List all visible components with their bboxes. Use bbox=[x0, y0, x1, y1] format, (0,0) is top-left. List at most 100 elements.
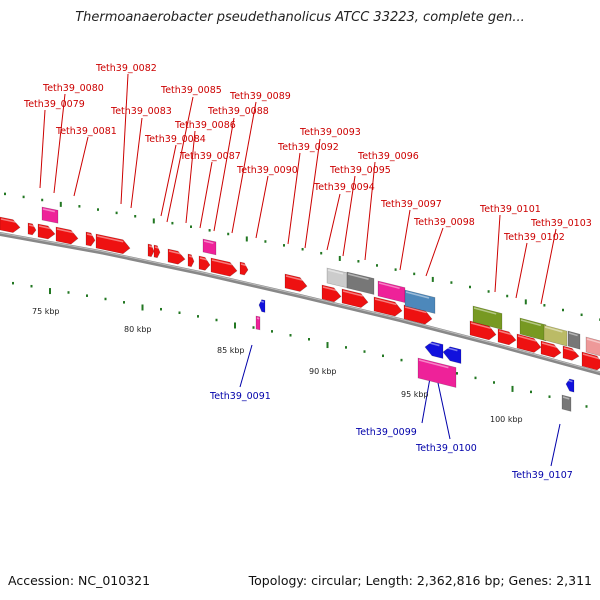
gene-label: Teth39_0094 bbox=[313, 182, 375, 193]
gene-feature bbox=[284, 273, 308, 292]
gene-highlight bbox=[443, 346, 458, 352]
gene-label: Teth39_0096 bbox=[357, 151, 419, 162]
gene-label: Teth39_0090 bbox=[236, 165, 298, 176]
tick-label-100kbp: 100 kbp bbox=[490, 415, 523, 424]
gene-highlight bbox=[148, 245, 153, 248]
gene-feature bbox=[239, 261, 249, 276]
gene-feature bbox=[585, 336, 600, 357]
tick-mark bbox=[152, 218, 155, 224]
gene-highlight bbox=[0, 218, 17, 223]
tick-mark bbox=[197, 315, 199, 318]
gene-highlight bbox=[517, 335, 537, 342]
gene-feature bbox=[346, 271, 375, 295]
tick-mark bbox=[326, 342, 329, 349]
gene-feature bbox=[0, 216, 21, 233]
backbone-highlight bbox=[0, 232, 600, 373]
tick-mark bbox=[160, 307, 162, 311]
gene-feature bbox=[373, 296, 403, 317]
gene-label: Teth39_0087 bbox=[179, 151, 241, 162]
callout-line bbox=[130, 117, 143, 209]
gene-highlight bbox=[498, 330, 513, 336]
gene-label: Teth39_0082 bbox=[95, 63, 157, 74]
gene-highlight bbox=[240, 263, 247, 267]
tick-mark bbox=[289, 334, 292, 337]
gene-feature bbox=[540, 340, 562, 358]
callout-line bbox=[166, 96, 194, 223]
callout-line bbox=[437, 382, 451, 440]
tick-mark bbox=[171, 221, 174, 225]
callout-line bbox=[540, 228, 557, 305]
tick-mark bbox=[252, 326, 255, 329]
tick-mark bbox=[264, 240, 267, 243]
gene-feature bbox=[561, 394, 572, 412]
tick-mark bbox=[493, 381, 495, 384]
tick-label-90kbp: 90 kbp bbox=[309, 367, 337, 376]
tick-mark bbox=[190, 225, 192, 228]
tick-mark bbox=[78, 205, 81, 208]
tick-mark bbox=[49, 288, 51, 295]
gene-label: Teth39_0080 bbox=[42, 83, 104, 94]
gene-highlight bbox=[96, 235, 124, 243]
gene-feature bbox=[565, 378, 575, 393]
gene-feature bbox=[321, 284, 342, 303]
callout-line bbox=[425, 227, 444, 277]
gene-highlight bbox=[211, 259, 232, 266]
tick-mark bbox=[548, 395, 551, 398]
callout-line bbox=[53, 93, 66, 194]
tick-mark bbox=[345, 346, 347, 349]
gene-highlight bbox=[342, 290, 363, 297]
gene-feature bbox=[202, 238, 217, 256]
callout-line bbox=[494, 214, 501, 293]
gene-feature bbox=[543, 324, 568, 347]
label-callouts bbox=[39, 73, 561, 467]
tick-mark bbox=[104, 297, 107, 301]
gene-label: Teth39_0097 bbox=[380, 199, 442, 210]
tick-mark bbox=[562, 308, 564, 312]
tick-mark bbox=[530, 390, 532, 394]
gene-highlight bbox=[418, 359, 449, 369]
gene-highlight bbox=[544, 326, 563, 333]
gene-label: Teth39_0102 bbox=[503, 232, 565, 243]
gene-highlight bbox=[562, 396, 570, 400]
gene-feature bbox=[198, 255, 211, 271]
gene-highlight bbox=[154, 246, 159, 249]
tick-mark bbox=[123, 301, 125, 304]
tick-mark bbox=[134, 215, 137, 218]
gene-highlight bbox=[404, 306, 427, 314]
tick-mark bbox=[12, 281, 14, 285]
gene-feature bbox=[562, 345, 580, 361]
callout-line bbox=[255, 175, 269, 239]
callout-line bbox=[421, 377, 431, 424]
gene-highlight bbox=[199, 257, 208, 261]
gene-highlight bbox=[566, 379, 573, 383]
gene-highlight bbox=[563, 347, 577, 353]
gene-highlight bbox=[56, 228, 74, 234]
tick-mark bbox=[363, 350, 366, 353]
gene-feature bbox=[497, 328, 517, 346]
tick-label-85kbp: 85 kbp bbox=[217, 346, 245, 355]
tick-mark bbox=[283, 244, 285, 247]
tick-mark bbox=[59, 201, 62, 207]
tick-mark bbox=[41, 198, 44, 202]
tick-mark bbox=[338, 255, 341, 261]
callout-line bbox=[287, 152, 301, 245]
gene-feature bbox=[147, 243, 155, 258]
tick-mark bbox=[141, 304, 144, 311]
tick-mark bbox=[382, 354, 384, 358]
gene-highlight bbox=[405, 291, 430, 299]
scale-labels: 75 kbp 80 kbp 85 kbp 90 kbp 95 kbp 100 k… bbox=[32, 307, 523, 424]
callout-line bbox=[364, 161, 376, 261]
tick-mark bbox=[22, 195, 25, 199]
gene-feature bbox=[167, 248, 186, 265]
gene-feature bbox=[516, 333, 542, 353]
tick-mark bbox=[394, 268, 397, 271]
tick-mark bbox=[543, 304, 546, 307]
callout-line bbox=[326, 193, 341, 251]
gene-feature bbox=[210, 257, 238, 277]
tick-mark bbox=[357, 260, 360, 263]
gene-feature bbox=[95, 233, 131, 255]
gene-label: Teth39_0101 bbox=[479, 204, 541, 215]
tick-mark bbox=[227, 232, 230, 236]
tick-mark bbox=[413, 272, 416, 276]
